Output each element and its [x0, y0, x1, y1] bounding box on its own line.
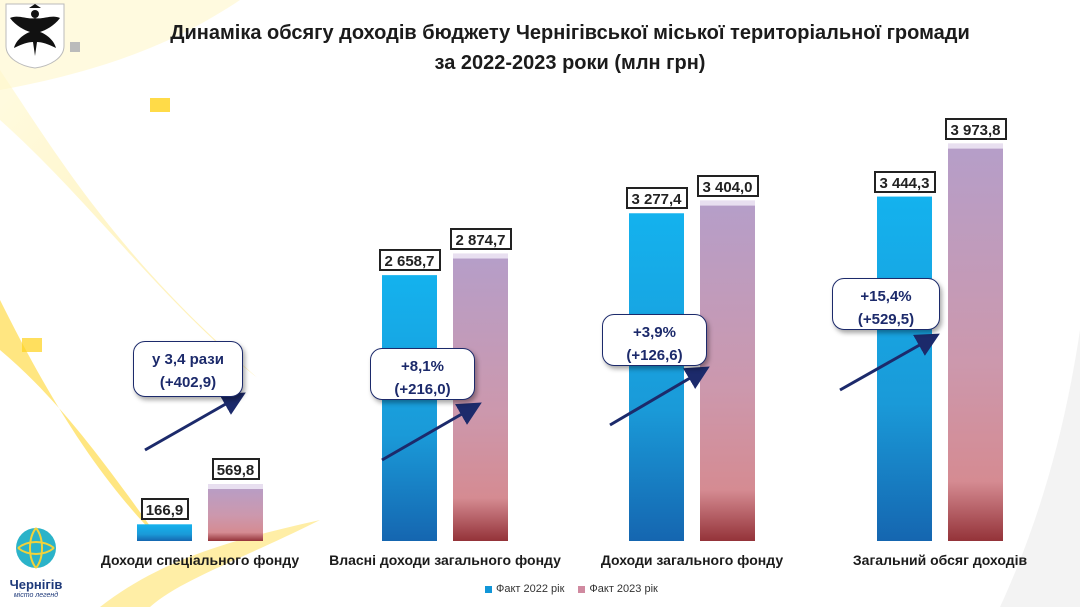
bar-2023-4 [948, 143, 1003, 541]
bar-2023-3 [700, 200, 755, 541]
bar-2023-1 [208, 484, 263, 541]
growth-callout-primary: +8,1% [401, 358, 444, 375]
chart-title: Динаміка обсягу доходів бюджету Чернігів… [160, 18, 980, 78]
growth-callout-3: +3,9% (+126,6) [602, 314, 707, 366]
city-brand-logo: Чернігів місто легенд [6, 526, 66, 602]
category-label-2: Власні доходи загального фонду [329, 552, 561, 568]
trend-arrows [144, 333, 940, 462]
trend-arrow-1 [144, 392, 246, 452]
category-label-4: Загальний обсяг доходів [852, 552, 1028, 568]
value-label-2022-2: 2 658,7 [378, 249, 441, 272]
growth-callout-1: у 3,4 рази (+402,9) [133, 341, 243, 397]
growth-callout-primary: у 3,4 рази [152, 351, 224, 368]
bar-cap-3 [700, 200, 755, 206]
value-label-2023-1: 569,8 [211, 458, 260, 481]
coat-of-arms-logo [0, 0, 70, 70]
chart-bars [137, 143, 1003, 541]
growth-callout-2: +8,1% (+216,0) [370, 348, 475, 400]
growth-callout-primary: +3,9% [633, 324, 676, 341]
growth-callout-delta: (+402,9) [159, 374, 217, 391]
trend-arrow-4 [839, 333, 940, 392]
value-label-2022-3: 3 277,4 [625, 187, 688, 210]
legend: Факт 2022 рік Факт 2023 рік [485, 583, 658, 595]
bar-2022-4 [877, 196, 932, 541]
city-tagline: місто легенд [13, 592, 59, 599]
legend-label-2022: Факт 2022 рік [496, 583, 565, 595]
legend-item-2023: Факт 2023 рік [578, 583, 658, 595]
category-label-1: Доходи спеціального фонду [100, 552, 300, 568]
bar-cap-2 [453, 253, 508, 259]
growth-callout-delta: (+529,5) [857, 311, 915, 328]
bar-cap-1 [208, 484, 263, 490]
growth-callout-4: +15,4% (+529,5) [832, 278, 940, 330]
bar-2022-3 [629, 213, 684, 541]
bar-2022-1 [137, 524, 192, 541]
category-label-3: Доходи загального фонду [600, 552, 784, 568]
value-label-2022-1: 166,9 [140, 498, 189, 521]
growth-callout-delta: (+126,6) [626, 347, 683, 364]
title-line-2: за 2022-2023 роки (млн грн) [434, 52, 706, 74]
growth-callout-primary: +15,4% [860, 288, 912, 305]
eagle-emblem-icon [5, 3, 65, 69]
legend-swatch-2023 [578, 585, 586, 593]
legend-swatch-2022 [485, 585, 492, 593]
globe-icon [16, 527, 56, 569]
trend-arrow-3 [609, 366, 710, 427]
title-line-1: Динаміка обсягу доходів бюджету Чернігів… [170, 22, 970, 44]
value-label-2023-3: 3 404,0 [696, 174, 759, 197]
value-label-2023-4: 3 973,8 [944, 117, 1007, 140]
city-name: Чернігів [9, 577, 63, 592]
legend-label-2023: Факт 2023 рік [589, 583, 658, 595]
value-label-2022-4: 3 444,3 [873, 170, 936, 193]
growth-callout-delta: (+216,0) [394, 381, 451, 398]
trend-arrow-2 [381, 402, 482, 462]
bar-2022-2 [382, 275, 437, 541]
value-label-2023-2: 2 874,7 [449, 227, 512, 250]
bar-cap-4 [948, 143, 1003, 149]
legend-item-2022: Факт 2022 рік [485, 583, 564, 595]
